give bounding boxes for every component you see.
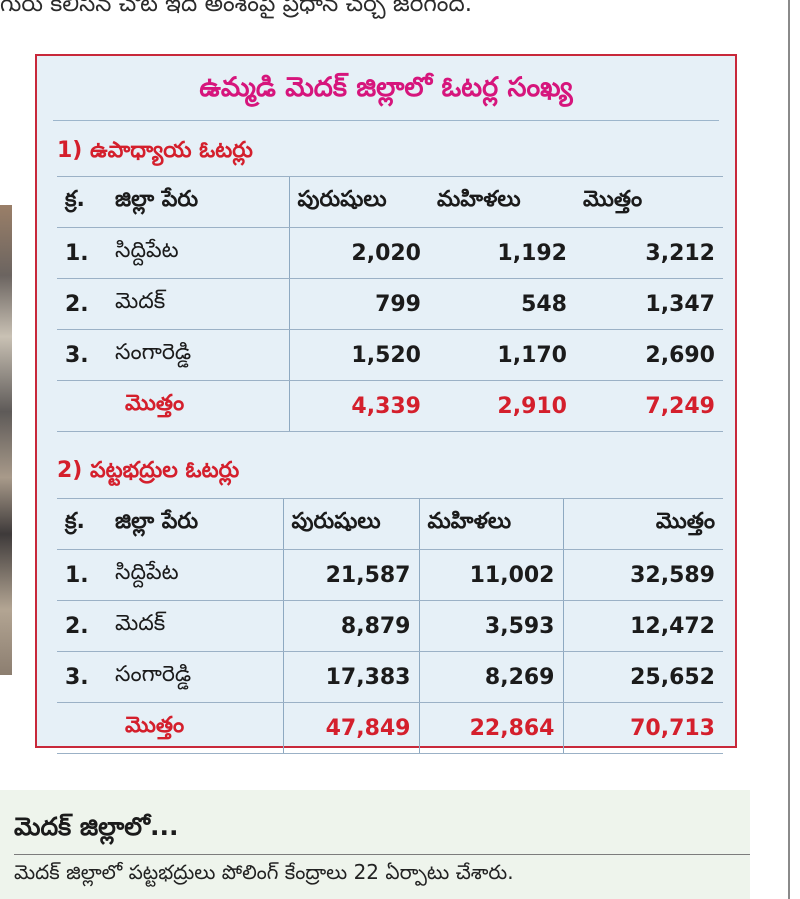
row-serial: 3. (57, 329, 107, 381)
row-men: 17,383 (282, 651, 419, 703)
section-title-teachers: 1) ఉపాధ్యాయ ఓటర్లు (57, 138, 253, 163)
total-women: 2,910 (429, 380, 575, 432)
title-divider (53, 120, 719, 121)
row-district: సంగారెడ్డి (107, 329, 289, 381)
row-district: మెదక్ (107, 278, 289, 330)
table-row: 2. మెదక్ 8,879 3,593 12,472 (57, 600, 723, 652)
row-men: 1,520 (288, 329, 429, 381)
header-district: జిల్లా పేరు (107, 176, 289, 228)
row-district: మెదక్ (107, 600, 283, 652)
row-serial: 1. (57, 549, 107, 601)
column-divider (788, 0, 790, 899)
row-serial: 1. (57, 227, 107, 279)
header-serial: క్ర. (57, 176, 107, 228)
section-title-graduates: 2) పట్టభద్రుల ఓటర్లు (57, 458, 240, 483)
row-total: 25,652 (562, 651, 723, 703)
row-total: 12,472 (562, 600, 723, 652)
sidebar-divider (14, 854, 750, 855)
graduates-voter-table: క్ర. జిల్లా పేరు పురుషులు మహిళలు మొత్తం … (57, 498, 723, 754)
header-women: మహిళలు (429, 176, 575, 228)
total-men: 4,339 (288, 380, 429, 432)
box-title: ఉమ్మడి మెదక్ జిల్లాలో ఓటర్ల సంఖ్య (199, 72, 573, 103)
total-serial (57, 380, 107, 432)
total-total: 7,249 (575, 380, 723, 432)
teachers-voter-table: క్ర. జిల్లా పేరు పురుషులు మహిళలు మొత్తం … (57, 176, 723, 432)
row-total: 3,212 (575, 227, 723, 279)
row-total: 32,589 (562, 549, 723, 601)
table-row: 3. సంగారెడ్డి 17,383 8,269 25,652 (57, 651, 723, 703)
table-row: 1. సిద్దిపేట 21,587 11,002 32,589 (57, 549, 723, 601)
header-total: మొత్తం (562, 498, 723, 550)
sidebar-text: మెదక్ జిల్లాలో పట్టభద్రులు పోలింగ్ కేంద్… (14, 860, 514, 884)
row-total: 2,690 (575, 329, 723, 381)
medak-district-sidebar: మెదక్ జిల్లాలో... మెదక్ జిల్లాలో పట్టభద్… (0, 790, 750, 899)
row-men: 8,879 (282, 600, 419, 652)
total-serial (57, 702, 107, 754)
row-district: సిద్దిపేట (107, 227, 289, 279)
sidebar-title: మెదక్ జిల్లాలో... (14, 812, 179, 841)
total-label: మొత్తం (107, 380, 289, 432)
row-men: 799 (288, 278, 429, 330)
row-women: 548 (429, 278, 575, 330)
header-men: పురుషులు (288, 176, 429, 228)
adjacent-photo-edge (0, 205, 12, 675)
row-district: సిద్దిపేట (107, 549, 283, 601)
table-total-row: మొత్తం 4,339 2,910 7,249 (57, 380, 723, 432)
table-row: 1. సిద్దిపేట 2,020 1,192 3,212 (57, 227, 723, 279)
table-row: 3. సంగారెడ్డి 1,520 1,170 2,690 (57, 329, 723, 381)
table-row: 2. మెదక్ 799 548 1,347 (57, 278, 723, 330)
voter-count-box: ఉమ్మడి మెదక్ జిల్లాలో ఓటర్ల సంఖ్య 1) ఉపా… (35, 54, 737, 754)
table-total-row: మొత్తం 47,849 22,864 70,713 (57, 702, 723, 754)
row-total: 1,347 (575, 278, 723, 330)
header-women: మహిళలు (418, 498, 563, 550)
header-serial: క్ర. (57, 498, 107, 550)
row-serial: 3. (57, 651, 107, 703)
row-serial: 2. (57, 278, 107, 330)
total-total: 70,713 (562, 702, 723, 754)
row-men: 2,020 (288, 227, 429, 279)
header-district: జిల్లా పేరు (107, 498, 283, 550)
header-total: మొత్తం (575, 176, 723, 228)
table-header-row: క్ర. జిల్లా పేరు పురుషులు మహిళలు మొత్తం (57, 498, 723, 550)
row-serial: 2. (57, 600, 107, 652)
total-women: 22,864 (418, 702, 563, 754)
row-women: 8,269 (418, 651, 563, 703)
row-women: 3,593 (418, 600, 563, 652)
row-women: 1,192 (429, 227, 575, 279)
row-women: 1,170 (429, 329, 575, 381)
row-district: సంగారెడ్డి (107, 651, 283, 703)
total-label: మొత్తం (107, 702, 283, 754)
table-header-row: క్ర. జిల్లా పేరు పురుషులు మహిళలు మొత్తం (57, 176, 723, 228)
article-top-text: గురు కలిసిన చోట ఇది అంశంపై ప్రధాన చర్చ జ… (0, 0, 473, 17)
total-men: 47,849 (282, 702, 419, 754)
header-men: పురుషులు (282, 498, 419, 550)
row-men: 21,587 (282, 549, 419, 601)
row-women: 11,002 (418, 549, 563, 601)
